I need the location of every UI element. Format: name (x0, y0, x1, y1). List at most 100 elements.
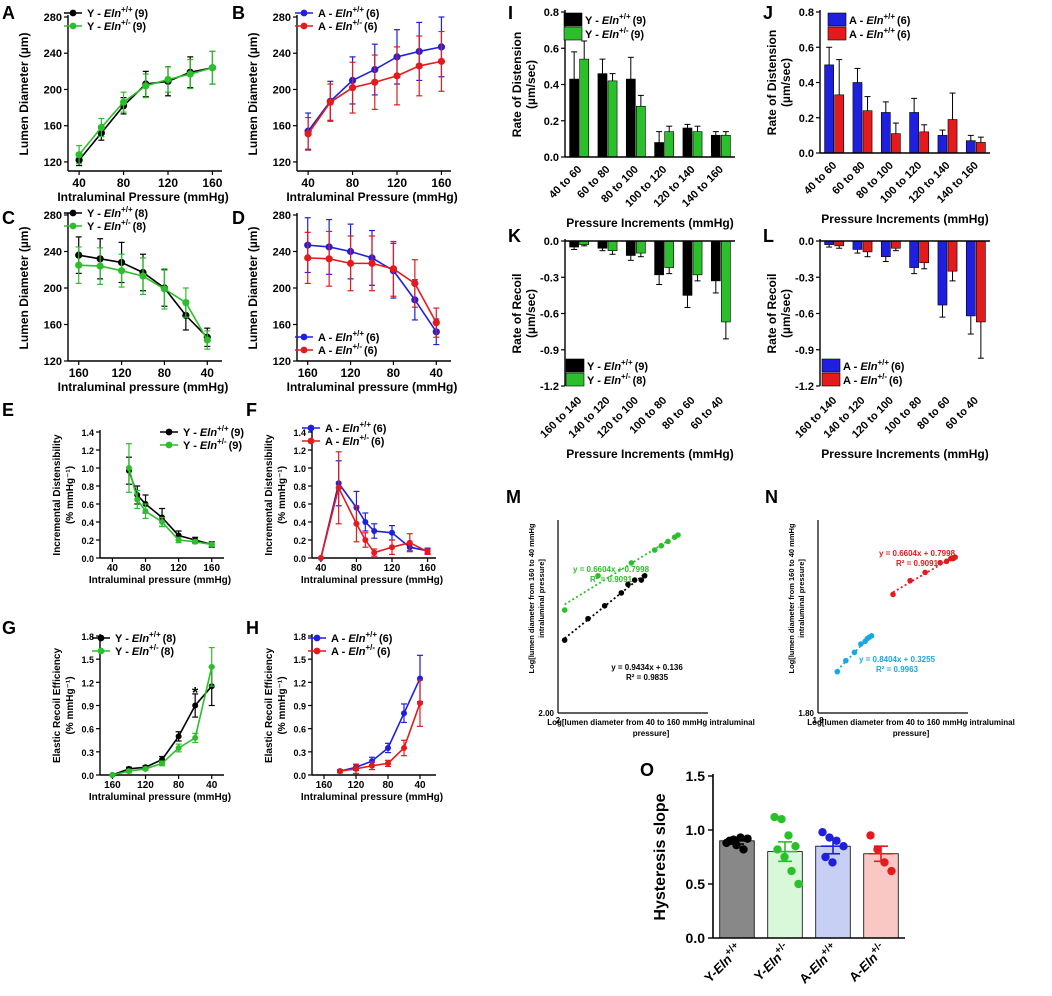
x-axis-title: Intraluminal pressure (mmHg) (287, 380, 458, 394)
legend-prefix: Y - (115, 633, 132, 645)
chart-M-point-s1 (601, 602, 608, 609)
y-tick-label: 0.8 (799, 7, 814, 19)
y-tick-label: 0.0 (799, 236, 814, 248)
chart-O-point-3 (887, 866, 896, 876)
chart-L-bar-s0 (852, 240, 863, 250)
legend-superscript: +/+ (149, 630, 161, 639)
legend-n: (8) (135, 208, 149, 220)
panel-label-I: I (508, 3, 513, 23)
chart-C-point-s1 (96, 262, 104, 270)
y-axis-title: Incremental Distensibility (52, 434, 63, 556)
chart-M-r-squared-s0: R² = 0.9091 (590, 575, 633, 584)
chart-I-bar-s1 (664, 131, 675, 158)
legend-gene: Eln (104, 208, 121, 220)
chart-O-category-label-0: Y-Eln+/+ (700, 940, 745, 985)
chart-O-point-0 (743, 834, 752, 843)
legend-prefix: A - (843, 361, 860, 373)
chart-G-legend-label-s1: Y - Eln+/- (8) (115, 643, 174, 658)
chart-O: Y-Eln+/+Y-Eln+/-A-Eln+/+A-Eln+/- 0.0 0.5 1.… (652, 768, 905, 986)
legend-n: (9) (133, 21, 147, 33)
y-axis-title: Rate of Distension (765, 30, 779, 135)
y-tick-label: 1.4 (293, 428, 306, 438)
chart-I-bar-s0 (654, 142, 664, 158)
legend-prefix: Y - (115, 646, 132, 658)
chart-A-legend-marker-s0 (69, 9, 77, 17)
legend-gene: Eln (602, 29, 619, 41)
legend-prefix: Y - (87, 21, 104, 33)
chart-C-legend-label-s0: Y - Eln+/+ (8) (87, 205, 148, 220)
y-tick-label: -0.9 (540, 345, 559, 357)
x-axis-title: Intraluminal Pressure (mmHg) (286, 190, 457, 204)
legend-prefix: A - (318, 21, 335, 33)
chart-M-point-s0 (651, 547, 658, 553)
chart-N-point-s1 (868, 633, 875, 639)
chart-O-point-1 (784, 831, 793, 840)
chart-K-bar-s1 (721, 240, 731, 323)
chart-I-bar-s0 (682, 127, 693, 158)
y-tick-label: 0.8 (544, 7, 559, 19)
y-tick-label: 200 (44, 283, 62, 295)
legend-prefix: Y - (585, 15, 602, 27)
chart-J-bar-s0 (965, 140, 976, 154)
y-tick-label: 0.3 (81, 748, 94, 758)
chart-G-point-s1 (109, 772, 116, 778)
x-tick-label: 120 (170, 563, 187, 574)
chart-E-point-s1 (125, 465, 132, 471)
chart-D-legend-label-s0: A - Eln+/+ (6) (318, 329, 380, 344)
chart-N-r-squared-s1: R² = 0.9963 (876, 665, 919, 674)
legend-n: (6) (364, 345, 378, 357)
chart-B-point-s1 (348, 84, 357, 92)
chart-G-point-s1 (125, 768, 132, 775)
y-axis-title-line2: intraluminal pressure] (797, 559, 806, 638)
x-tick-label: 120 (341, 366, 361, 380)
chart-I-legend-swatch-s1 (563, 26, 583, 41)
panel-label-D: D (232, 208, 245, 228)
y-tick-label: 1.0 (81, 464, 94, 474)
y-tick-label: 0.2 (799, 113, 814, 125)
chart-I-bar-s1 (721, 134, 731, 158)
y-tick-label: 1.8 (81, 632, 94, 642)
legend-n: (6) (364, 21, 378, 33)
chart-N-point-s1 (851, 649, 858, 656)
chart-M-point-s1 (618, 590, 625, 596)
chart-F: 0.0 0.2 0.4 0.6 0.8 1.0 1.2 1.4 40 80 120 160Intral… (264, 420, 443, 586)
y-tick-label: 1.0 (686, 822, 706, 838)
legend-n: (9) (135, 8, 149, 20)
y-tick-label: 0.2 (293, 536, 306, 546)
y-tick-label: 0.0 (686, 930, 706, 946)
y-tick-label: 160 (44, 121, 62, 133)
legend-prefix: A - (849, 15, 866, 27)
panel-label-C: C (2, 208, 15, 228)
chart-H-point-s1 (417, 700, 423, 707)
legend-superscript: +/- (621, 372, 631, 381)
y-axis-title: Hysteresis slope (652, 793, 669, 920)
chart-A-point-s1 (119, 98, 128, 106)
chart-A-legend-label-s1: Y - Eln+/- (9) (87, 18, 146, 33)
y-axis-title-units: (µm/sec) (779, 58, 793, 107)
chart-F-point-s0 (362, 519, 369, 525)
chart-F-legend-marker-s1 (307, 437, 315, 445)
chart-E-point-s1 (142, 508, 149, 515)
y-axis-title-units: (µm/sec) (524, 60, 538, 109)
chart-O-point-1 (780, 852, 789, 862)
y-tick-label: 0.0 (81, 771, 94, 781)
y-axis-title: Incremental Distensibility (264, 434, 275, 556)
chart-K-bar-s1 (664, 240, 675, 268)
panel-label-F: F (246, 400, 257, 420)
legend-gene: Eln (860, 375, 877, 387)
legend-gene: Eln (604, 375, 621, 387)
chart-F-legend-marker-s0 (307, 424, 315, 432)
chart-H-point-s1 (401, 744, 407, 751)
chart-N-equation-s1: y = 0.8404x + 0.3255 (859, 655, 936, 664)
chart-J-bar-s1 (947, 119, 958, 154)
x-axis-title-line2: pressure] (893, 729, 930, 738)
chart-N-point-s0 (907, 577, 913, 584)
chart-L-bar-s0 (880, 240, 891, 258)
y-axis-title: Elastic Recoil Efficiency (264, 648, 275, 763)
x-axis-title: Intraluminal pressure (mmHg) (58, 380, 229, 394)
legend-n: (6) (379, 633, 393, 645)
y-tick-label: 1.2 (293, 678, 306, 688)
legend-prefix: Y - (87, 8, 104, 20)
